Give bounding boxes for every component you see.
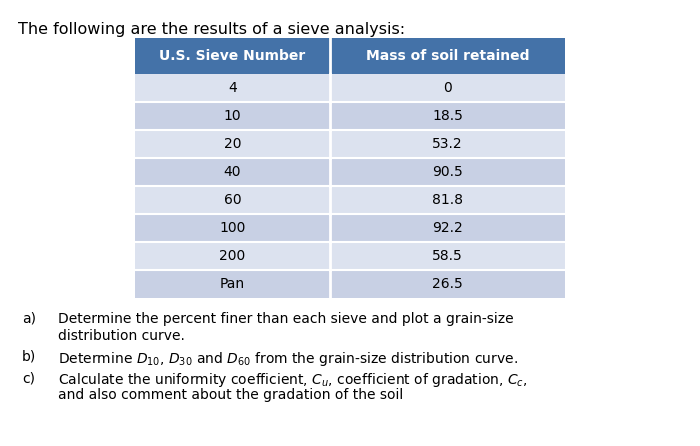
Text: a): a) [22,312,36,326]
Text: 18.5: 18.5 [432,109,463,123]
Bar [135,74,330,102]
Text: Determine the percent finer than each sieve and plot a grain-size: Determine the percent finer than each si… [58,312,514,326]
Text: 90.5: 90.5 [432,165,463,179]
Bar [135,158,330,186]
Bar [330,102,565,130]
Text: 20: 20 [224,137,241,151]
Bar [135,102,330,130]
Text: 0: 0 [443,81,452,95]
Text: 60: 60 [224,193,241,207]
Text: distribution curve.: distribution curve. [58,329,185,343]
Text: 4: 4 [228,81,237,95]
Text: 40: 40 [224,165,241,179]
Text: Pan: Pan [220,277,245,291]
Bar [135,270,330,298]
Text: Determine $D_{10}$, $D_{30}$ and $D_{60}$ from the grain-size distribution curve: Determine $D_{10}$, $D_{30}$ and $D_{60}… [58,350,518,368]
Text: The following are the results of a sieve analysis:: The following are the results of a sieve… [18,22,405,37]
Text: Mass of soil retained: Mass of soil retained [365,49,529,63]
Bar [330,186,565,214]
Text: 53.2: 53.2 [432,137,463,151]
Text: 200: 200 [219,249,246,263]
Text: 26.5: 26.5 [432,277,463,291]
Bar [330,158,565,186]
Bar [330,214,565,242]
Bar [330,270,565,298]
Bar [330,74,565,102]
Text: 92.2: 92.2 [432,221,463,235]
Text: 58.5: 58.5 [432,249,463,263]
Text: U.S. Sieve Number: U.S. Sieve Number [160,49,306,63]
Bar [135,130,330,158]
Bar [135,242,330,270]
Text: 100: 100 [219,221,246,235]
Bar [135,38,330,74]
Bar [135,214,330,242]
Bar [135,186,330,214]
Text: c): c) [22,371,35,385]
Text: 10: 10 [224,109,241,123]
Bar [330,38,565,74]
Text: b): b) [22,350,36,364]
Text: Calculate the uniformity coefficient, $C_u$, coefficient of gradation, $C_c$,: Calculate the uniformity coefficient, $C… [58,371,528,389]
Text: 81.8: 81.8 [432,193,463,207]
Bar [330,242,565,270]
Text: and also comment about the gradation of the soil: and also comment about the gradation of … [58,388,403,402]
Bar [330,130,565,158]
